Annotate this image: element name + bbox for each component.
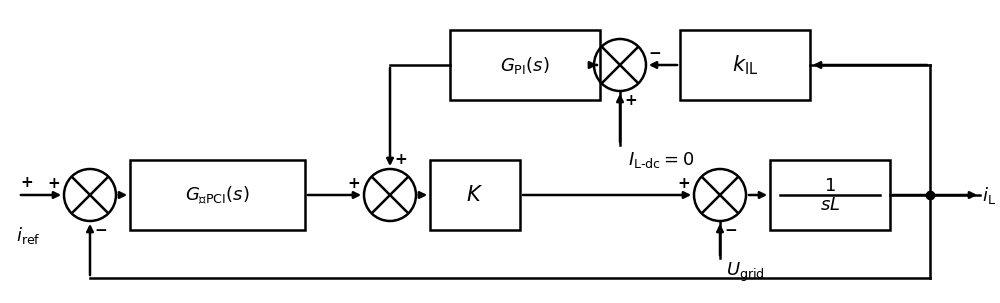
Text: $\it{i}_{\rm ref}$: $\it{i}_{\rm ref}$ (16, 225, 41, 246)
Text: −: − (94, 223, 107, 238)
Bar (680, 30, 810, 100)
Text: −: − (648, 46, 661, 61)
Text: $K$: $K$ (466, 185, 484, 205)
Text: +: + (624, 93, 637, 108)
Text: −: − (724, 223, 737, 238)
Text: +: + (677, 176, 690, 191)
Bar (770, 160, 890, 230)
Text: $G_{\rm 准PCI}(s)$: $G_{\rm 准PCI}(s)$ (185, 184, 250, 206)
Text: $1$: $1$ (824, 177, 836, 195)
Bar (450, 30, 600, 100)
Text: $I_{\rm L\text{-}dc}=0$: $I_{\rm L\text{-}dc}=0$ (628, 150, 694, 170)
Text: +: + (347, 176, 360, 191)
Text: +: + (394, 152, 407, 167)
Text: $G_{\rm PI}(s)$: $G_{\rm PI}(s)$ (500, 55, 550, 75)
Text: $\it{i}_{\rm L}$: $\it{i}_{\rm L}$ (982, 185, 996, 205)
Text: $sL$: $sL$ (820, 196, 840, 214)
Bar (430, 160, 520, 230)
Bar (130, 160, 305, 230)
Text: +: + (47, 176, 60, 191)
Text: +: + (20, 175, 33, 190)
Text: $k_{\rm IL}$: $k_{\rm IL}$ (732, 53, 758, 77)
Text: $U_{\rm grid}$: $U_{\rm grid}$ (726, 261, 765, 284)
